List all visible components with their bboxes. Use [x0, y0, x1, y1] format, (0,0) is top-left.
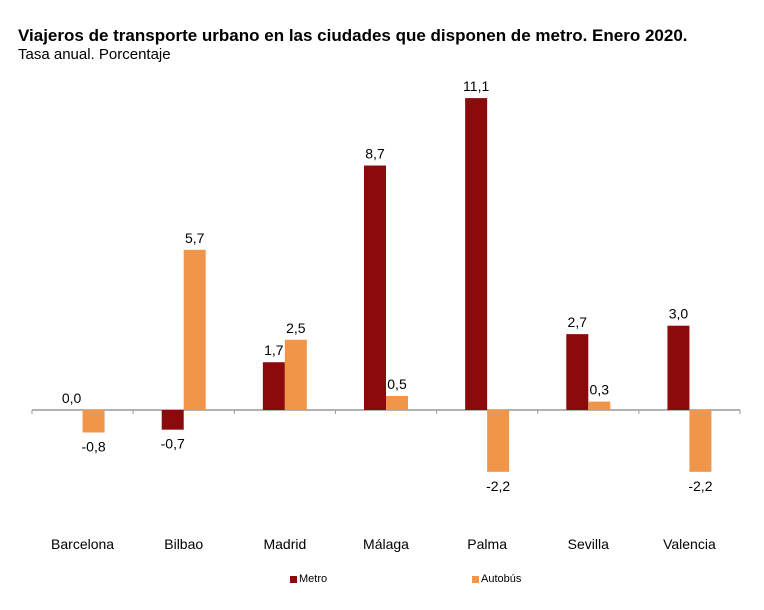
chart-title: Viajeros de transporte urbano en las ciu…	[18, 26, 688, 45]
bar-autobus	[588, 401, 611, 410]
data-label: 3,0	[669, 306, 689, 322]
x-tick-label: Valencia	[663, 536, 716, 552]
data-label: 0,0	[62, 390, 82, 406]
x-tick-label: Madrid	[263, 536, 306, 552]
data-label: -0,8	[82, 438, 106, 454]
data-label: 2,5	[286, 320, 306, 336]
x-tick-label: Sevilla	[568, 536, 609, 552]
bar-autobus	[183, 249, 206, 410]
bar-autobus	[487, 410, 510, 472]
bar-metro	[161, 410, 184, 430]
data-label: -0,7	[161, 436, 185, 452]
data-label: 0,3	[590, 382, 610, 398]
legend-item-autobus: Autobús	[472, 573, 521, 585]
bar-autobus	[284, 339, 307, 410]
x-tick-label: Bilbao	[164, 536, 203, 552]
data-label: -2,2	[688, 478, 712, 494]
bar-metro	[465, 98, 488, 410]
bar-metro	[262, 362, 285, 410]
x-tick-label: Málaga	[363, 536, 409, 552]
bar-autobus	[386, 395, 408, 410]
bar-metro	[566, 334, 589, 410]
data-label: 0,5	[387, 376, 407, 392]
legend-label-autobus: Autobús	[481, 573, 522, 585]
legend-item-metro: Metro	[290, 573, 327, 585]
x-tick-label: Barcelona	[51, 536, 114, 552]
legend-swatch-autobus	[472, 575, 479, 583]
bar-autobus	[82, 410, 105, 433]
data-label: 1,7	[264, 342, 284, 358]
bar-metro	[364, 165, 386, 410]
bar-autobus	[689, 410, 712, 472]
data-label: 2,7	[568, 314, 588, 330]
legend-label-metro: Metro	[299, 573, 328, 585]
data-label: 11,1	[463, 78, 489, 94]
data-label: 5,7	[185, 230, 205, 246]
data-label: -2,2	[486, 478, 510, 494]
data-label: 8,7	[365, 146, 385, 162]
chart-subtitle: Tasa anual. Porcentaje	[18, 46, 171, 63]
bar-metro	[667, 325, 690, 410]
x-tick-label: Palma	[467, 536, 507, 552]
legend-swatch-metro	[290, 575, 297, 583]
